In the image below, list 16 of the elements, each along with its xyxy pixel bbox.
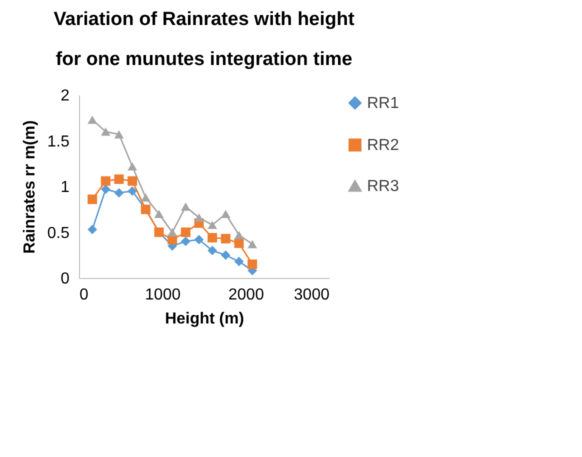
x-tick-label: 1000 [145, 286, 181, 304]
x-tick-label: 2000 [228, 286, 264, 304]
text: for one munutes integration time [56, 49, 352, 70]
x-axis-title: Height (m) [164, 310, 244, 328]
y-tick-label: 0.5 [47, 224, 70, 242]
y-tick-label: 0 [60, 270, 70, 288]
y-axis-title: Rainrates rr m(m) [21, 120, 38, 254]
x-tick-label: 3000 [294, 286, 330, 304]
x-tick-label: 0 [80, 286, 88, 304]
y-tick-label: 1.5 [47, 133, 70, 150]
legend-label: RR1 [367, 95, 400, 112]
y-tick-label: 2 [60, 88, 70, 104]
y-tick-label: 1 [60, 179, 70, 196]
legend-label: RR3 [367, 178, 400, 195]
legend-label: RR2 [367, 137, 400, 154]
text: Variation of Rainrates with height [54, 9, 354, 30]
